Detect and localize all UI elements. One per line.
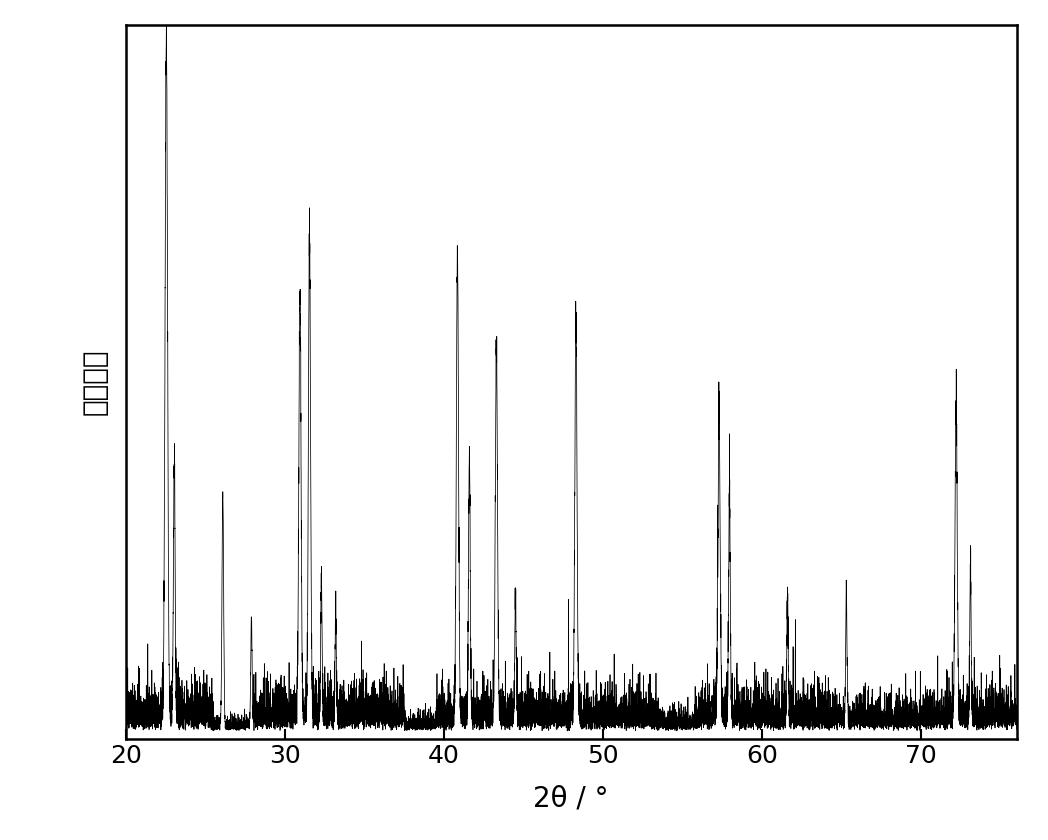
Y-axis label: 衍射强度: 衍射强度 — [81, 349, 109, 416]
X-axis label: 2θ / °: 2θ / ° — [533, 785, 609, 813]
